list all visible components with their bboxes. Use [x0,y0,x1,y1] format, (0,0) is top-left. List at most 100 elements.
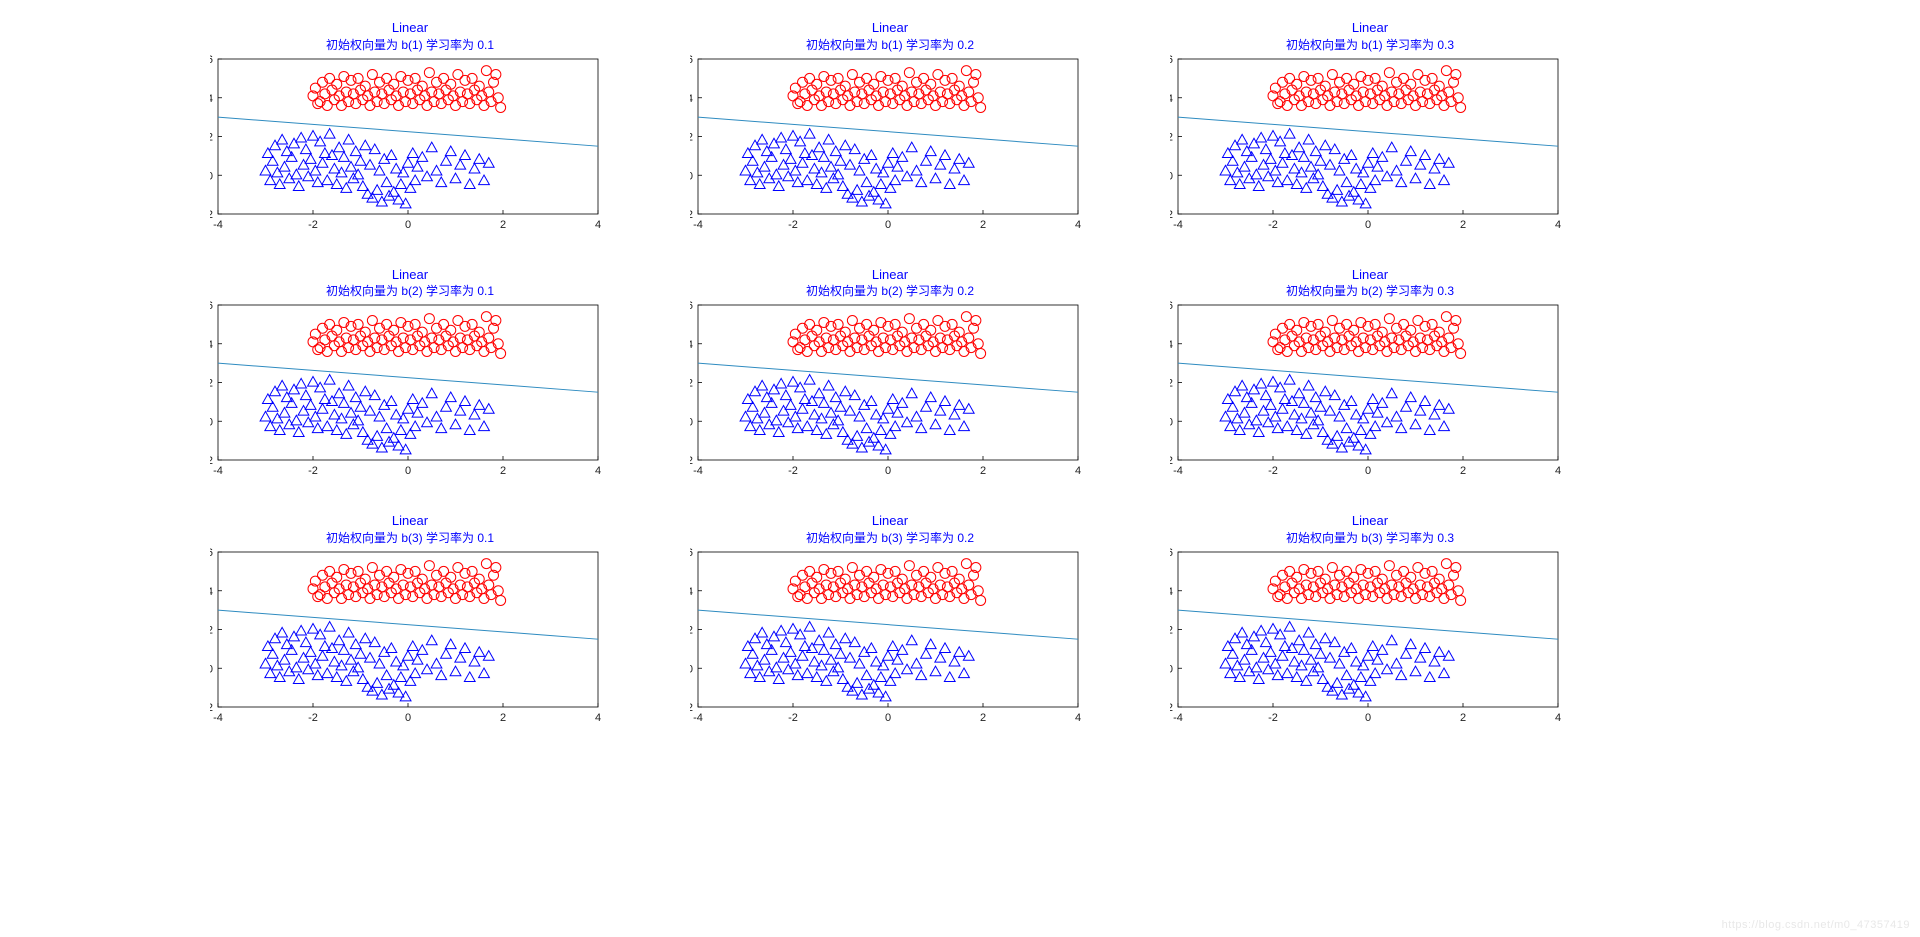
svg-text:0: 0 [210,417,213,429]
svg-text:4: 4 [690,92,693,104]
svg-text:4: 4 [1555,712,1561,724]
plot-subtitle: 初始权向量为 b(1) 学习率为 0.1 [180,36,640,53]
decision-boundary [1178,117,1558,146]
svg-text:-4: -4 [1173,219,1183,231]
svg-text:0: 0 [405,712,411,724]
plot-subtitle: 初始权向量为 b(3) 学习率为 0.1 [180,529,640,546]
svg-text:4: 4 [595,219,601,231]
svg-text:-2: -2 [308,712,318,724]
svg-text:-4: -4 [693,465,703,477]
svg-text:6: 6 [1170,301,1173,312]
subplot-2-1: Linear初始权向量为 b(3) 学习率为 0.2-4-2024-20246 [660,513,1120,740]
svg-text:2: 2 [690,378,693,390]
scatter-plot: -4-2024-20246 [1170,548,1590,725]
scatter-plot: -4-2024-20246 [690,301,1110,478]
svg-text:-2: -2 [690,209,693,221]
watermark: https://blog.csdn.net/m0_47357419 [1722,919,1910,931]
subplot-0-1: Linear初始权向量为 b(1) 学习率为 0.2-4-2024-20246 [660,20,1120,247]
svg-text:0: 0 [885,712,891,724]
svg-text:4: 4 [1075,712,1081,724]
scatter-plot: -4-2024-20246 [1170,301,1590,478]
svg-text:2: 2 [210,624,213,636]
decision-boundary [218,117,598,146]
svg-text:2: 2 [1170,378,1173,390]
svg-text:2: 2 [1460,465,1466,477]
svg-text:0: 0 [210,663,213,675]
svg-text:-4: -4 [213,712,223,724]
plot-title: Linear [180,267,640,283]
subplot-0-0: Linear初始权向量为 b(1) 学习率为 0.1-4-2024-20246 [180,20,640,247]
svg-text:6: 6 [210,548,213,559]
subplot-1-1: Linear初始权向量为 b(2) 学习率为 0.2-4-2024-20246 [660,267,1120,494]
svg-text:2: 2 [210,131,213,143]
plot-title: Linear [1140,513,1600,529]
svg-text:2: 2 [980,219,986,231]
svg-text:4: 4 [595,465,601,477]
svg-text:0: 0 [1170,170,1173,182]
svg-text:4: 4 [595,712,601,724]
svg-text:0: 0 [885,219,891,231]
svg-text:-2: -2 [1170,209,1173,221]
scatter-plot: -4-2024-20246 [210,55,630,232]
svg-text:4: 4 [1555,465,1561,477]
svg-text:-2: -2 [788,465,798,477]
svg-text:4: 4 [1075,465,1081,477]
svg-text:-2: -2 [690,455,693,467]
svg-text:0: 0 [690,417,693,429]
plot-title: Linear [660,513,1120,529]
scatter-plot: -4-2024-20246 [210,548,630,725]
plot-area: -4-2024-20246 [1170,55,1590,232]
svg-text:2: 2 [690,131,693,143]
svg-text:2: 2 [500,465,506,477]
plot-area: -4-2024-20246 [690,55,1110,232]
svg-text:-2: -2 [788,712,798,724]
plot-subtitle: 初始权向量为 b(2) 学习率为 0.1 [180,282,640,299]
svg-text:2: 2 [500,712,506,724]
plot-area: -4-2024-20246 [1170,548,1590,725]
subplot-1-2: Linear初始权向量为 b(2) 学习率为 0.3-4-2024-20246 [1140,267,1600,494]
svg-text:4: 4 [210,586,213,598]
decision-boundary [1178,610,1558,639]
svg-text:0: 0 [690,170,693,182]
svg-text:2: 2 [980,465,986,477]
svg-text:-2: -2 [1170,455,1173,467]
plot-area: -4-2024-20246 [210,548,630,725]
svg-text:0: 0 [405,219,411,231]
svg-text:-2: -2 [1268,219,1278,231]
subplot-0-2: Linear初始权向量为 b(1) 学习率为 0.3-4-2024-20246 [1140,20,1600,247]
plot-area: -4-2024-20246 [1170,301,1590,478]
plot-subtitle: 初始权向量为 b(1) 学习率为 0.2 [660,36,1120,53]
svg-text:-2: -2 [308,219,318,231]
svg-text:0: 0 [1365,219,1371,231]
subplot-2-0: Linear初始权向量为 b(3) 学习率为 0.1-4-2024-20246 [180,513,640,740]
svg-text:4: 4 [690,586,693,598]
svg-text:0: 0 [1170,417,1173,429]
svg-text:2: 2 [1170,624,1173,636]
plot-area: -4-2024-20246 [690,548,1110,725]
svg-text:0: 0 [210,170,213,182]
plot-area: -4-2024-20246 [690,301,1110,478]
svg-text:6: 6 [690,301,693,312]
svg-text:4: 4 [1555,219,1561,231]
svg-text:6: 6 [1170,548,1173,559]
svg-text:-2: -2 [210,702,213,714]
decision-boundary [698,117,1078,146]
decision-boundary [218,610,598,639]
svg-text:-4: -4 [1173,465,1183,477]
decision-boundary [698,610,1078,639]
svg-text:2: 2 [1170,131,1173,143]
plot-title: Linear [1140,20,1600,36]
subplot-grid: Linear初始权向量为 b(1) 学习率为 0.1-4-2024-20246L… [180,20,1500,740]
plot-area: -4-2024-20246 [210,301,630,478]
svg-text:-4: -4 [693,712,703,724]
svg-text:-2: -2 [210,455,213,467]
svg-text:-2: -2 [1268,712,1278,724]
plot-subtitle: 初始权向量为 b(3) 学习率为 0.3 [1140,529,1600,546]
scatter-plot: -4-2024-20246 [210,301,630,478]
scatter-plot: -4-2024-20246 [690,548,1110,725]
plot-subtitle: 初始权向量为 b(2) 学习率为 0.3 [1140,282,1600,299]
svg-text:6: 6 [1170,55,1173,66]
svg-text:4: 4 [210,92,213,104]
svg-text:6: 6 [690,548,693,559]
plot-subtitle: 初始权向量为 b(3) 学习率为 0.2 [660,529,1120,546]
